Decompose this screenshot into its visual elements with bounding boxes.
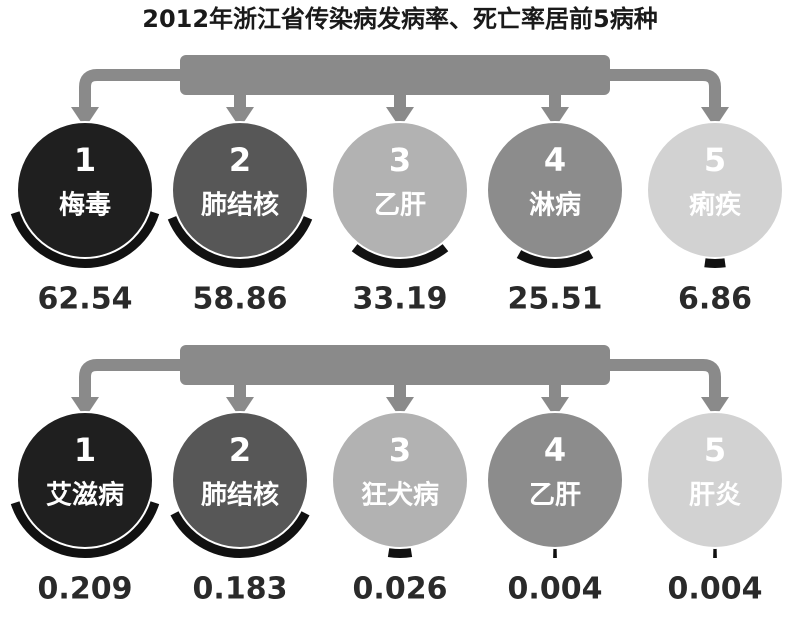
section: 1 艾滋病 0.209 2 肺结核 0.183 3 狂犬病 0.026 4 乙肝 0.004 5 肝炎 0.… xyxy=(10,345,784,607)
bracket-bar xyxy=(180,345,610,385)
rank: 5 xyxy=(704,431,726,469)
rank: 2 xyxy=(229,431,251,469)
arrow-head xyxy=(226,397,254,418)
disease-circle xyxy=(171,411,309,549)
bracket-bar xyxy=(180,55,610,95)
value-arc xyxy=(516,247,594,268)
bracket-arm xyxy=(608,69,721,110)
disease-circle xyxy=(646,121,784,259)
disease-name: 肺结核 xyxy=(201,480,279,511)
disease-circle xyxy=(16,411,154,549)
value-arc xyxy=(170,509,310,558)
value-label: 25.51 xyxy=(508,282,603,317)
value-label: 6.86 xyxy=(678,282,752,317)
value-label: 0.026 xyxy=(353,572,448,607)
rank: 5 xyxy=(704,141,726,179)
arrow-head xyxy=(226,107,254,128)
bracket-arm xyxy=(608,359,721,400)
value-arc xyxy=(167,214,313,268)
arrow-head xyxy=(541,397,569,418)
value-arc xyxy=(10,210,160,268)
rank: 4 xyxy=(544,141,566,179)
bracket-arm xyxy=(79,359,182,400)
arrow-head xyxy=(386,107,414,128)
rank: 3 xyxy=(389,141,411,179)
disease-name: 肺结核 xyxy=(201,190,279,221)
value-label: 0.004 xyxy=(508,572,603,607)
disease-circle xyxy=(16,121,154,259)
disease-circle xyxy=(646,411,784,549)
disease-circle xyxy=(486,411,624,549)
bracket-arm xyxy=(79,69,182,110)
value-arc xyxy=(351,241,449,268)
value-label: 0.183 xyxy=(193,572,288,607)
value-label: 58.86 xyxy=(193,282,288,317)
disease-name: 淋病 xyxy=(529,191,581,221)
value-arc xyxy=(704,255,726,268)
arrow-head xyxy=(541,107,569,128)
disease-name: 艾滋病 xyxy=(46,480,124,511)
arrow-head xyxy=(386,397,414,418)
value-label: 0.004 xyxy=(668,572,763,607)
arrow-head xyxy=(71,397,99,418)
disease-name: 痢疾 xyxy=(689,190,741,221)
rank: 1 xyxy=(74,431,96,469)
value-arc xyxy=(387,545,413,558)
value-label: 33.19 xyxy=(353,282,448,317)
arrow-head xyxy=(71,107,99,128)
rank: 4 xyxy=(544,431,566,469)
rank: 2 xyxy=(229,141,251,179)
rank: 1 xyxy=(74,141,96,179)
disease-name: 狂犬病 xyxy=(361,481,439,511)
disease-circle xyxy=(331,121,469,259)
disease-name: 肝炎 xyxy=(689,481,741,511)
section: 1 梅毒 62.54 2 肺结核 58.86 3 乙肝 33.19 4 淋病 25.51 5 痢疾 6.86 xyxy=(10,55,784,317)
disease-circle xyxy=(486,121,624,259)
value-label: 62.54 xyxy=(38,282,133,317)
value-label: 0.209 xyxy=(38,572,133,607)
disease-name: 梅毒 xyxy=(59,190,111,221)
disease-name: 乙肝 xyxy=(374,191,426,221)
disease-circle xyxy=(331,411,469,549)
title: 2012年浙江省传染病发病率、死亡率居前5病种 xyxy=(142,5,658,33)
rank: 3 xyxy=(389,431,411,469)
value-arc xyxy=(10,500,160,558)
disease-circle xyxy=(171,121,309,259)
arrow-head xyxy=(701,107,729,128)
disease-name: 乙肝 xyxy=(529,481,581,511)
arrow-head xyxy=(701,397,729,418)
